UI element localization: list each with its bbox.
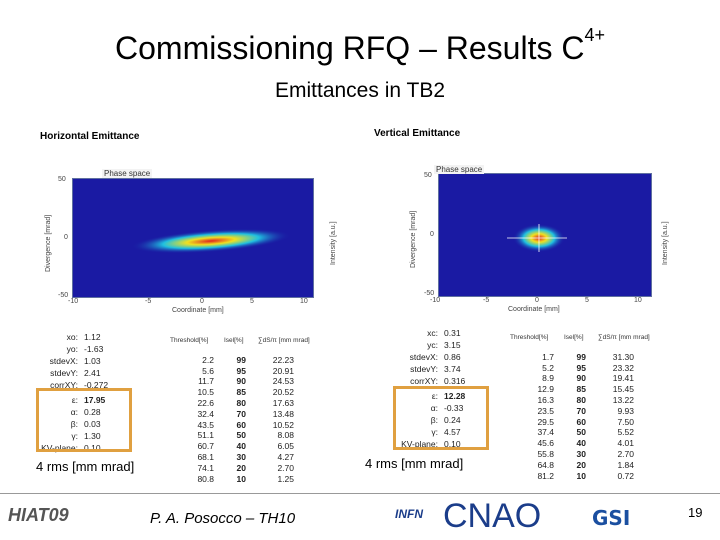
horizontal-table-row: 11.7 90 24.53: [198, 376, 294, 387]
v-ylabel: Divergence [mrad]: [410, 210, 417, 268]
vertical-emittance-title: Vertical Emittance: [374, 128, 461, 139]
horizontal-table: Threshold[%] Isel[%] ∑dS/π [mm mrad] 2.2 99…: [170, 337, 310, 484]
h-ylabel: Divergence [mrad]: [45, 214, 52, 272]
author-credit: P. A. Posocco – TH10: [150, 510, 296, 527]
horizontal-beam-heatmap: [131, 228, 291, 254]
slide-title: Commissioning RFQ – Results C4+: [115, 25, 605, 66]
h-ytick-top: 50: [58, 176, 66, 183]
vertical-table-row: 16.3 80 13.22: [537, 394, 634, 405]
vertical-table-row: 29.5 60 7.50: [537, 416, 634, 427]
vertical-table-row: 37.4 50 5.52: [537, 427, 634, 438]
v-ytick-mid: 0: [430, 231, 434, 238]
h-ytick-bottom: -50: [58, 292, 69, 299]
cnao-logo: CNAO: [443, 497, 542, 535]
v-xlabel: Coordinate [mm]: [508, 306, 560, 313]
h-xtick-1: -5: [145, 298, 152, 305]
hiat-logo: HIAT09: [8, 505, 69, 525]
v-ytick-bottom: -50: [424, 290, 435, 297]
horizontal-table-row: 80.8 10 1.25: [197, 473, 294, 484]
h-xtick-2: 0: [200, 298, 204, 305]
vertical-table-row: 45.6 40 4.01: [537, 438, 634, 449]
h-intensity-label: Intensity [a.u.]: [330, 221, 337, 265]
h-ytick-mid: 0: [64, 234, 68, 241]
v-xtick-2: 0: [535, 297, 539, 304]
v-intensity-label: Intensity [a.u.]: [662, 221, 669, 265]
horizontal-highlight-box: [36, 388, 132, 452]
v-xtick-4: 10: [634, 297, 642, 304]
horizontal-twiss: ε: 17.95 α: 0.28 β: 0.03 γ: 1.30 KV-plane: 0.…: [41, 395, 106, 453]
horizontal-rms-label: 4 rms [mm mrad]: [33, 458, 138, 475]
horizontal-table-row: 74.1 20 2.70: [197, 462, 294, 473]
h-xtick-3: 5: [250, 298, 254, 305]
vertical-table-row: 64.8 20 1.84: [537, 459, 634, 470]
v-xtick-0: -10: [430, 297, 441, 304]
horizontal-table-row: 43.5 60 10.52: [197, 419, 294, 430]
vertical-table-row: 5.2 95 23.32: [542, 362, 634, 373]
vertical-twiss: ε: 12.28 α: -0.33 β: 0.24 γ: 4.57 KV-plane: 0…: [401, 391, 466, 449]
vertical-table: Threshold[%] Isel[%] ∑dS/π [mm mrad] 1.7 99…: [510, 334, 650, 481]
vertical-rms-label: 4 rms [mm mrad]: [362, 455, 467, 472]
horizontal-plot-label: Phase space: [102, 169, 153, 178]
vertical-table-row: 23.5 70 9.93: [537, 405, 634, 416]
page-number: 19: [688, 505, 703, 520]
vertical-highlight-box: [393, 386, 489, 450]
v-xtick-1: -5: [483, 297, 490, 304]
horizontal-table-row: 51.1 50 8.08: [197, 430, 294, 441]
footer-divider: [0, 493, 720, 494]
v-ytick-top: 50: [424, 172, 432, 179]
vertical-table-row: 8.9 90 19.41: [542, 373, 634, 384]
vertical-table-row: 1.7 99 31.30: [542, 351, 634, 362]
vertical-stats: xc: 0.31 yc: 3.15 stdevX: 0.86 stdevY: 3.74 …: [409, 328, 466, 386]
horizontal-phase-space-plot: [72, 178, 314, 298]
vertical-table-row: 55.8 30 2.70: [537, 448, 634, 459]
horizontal-table-row: 60.7 40 6.05: [197, 441, 294, 452]
horizontal-table-row: 32.4 70 13.48: [197, 408, 294, 419]
v-xtick-3: 5: [585, 297, 589, 304]
infn-logo: INFN: [395, 507, 423, 521]
horizontal-stats: xo: 1.12 yo: -1.63 stdevX: 1.03 stdevY: 2.41…: [49, 332, 109, 390]
vertical-table-row: 81.2 10 0.72: [537, 470, 634, 481]
horizontal-emittance-title: Horizontal Emittance: [40, 131, 140, 142]
vertical-phase-space-plot: [438, 173, 652, 297]
horizontal-table-row: 10.5 85 20.52: [197, 387, 294, 398]
gsi-logo: GSI: [592, 506, 631, 530]
vertical-beam-heatmap: [507, 224, 567, 252]
title-superscript: 4+: [584, 25, 605, 46]
h-xtick-0: -10: [68, 298, 79, 305]
slide-subtitle: Emittances in TB2: [274, 79, 446, 102]
vertical-table-row: 12.9 85 15.45: [537, 384, 634, 395]
vertical-plot-label: Phase space: [434, 165, 485, 174]
h-xlabel: Coordinate [mm]: [172, 307, 224, 314]
horizontal-table-row: 22.6 80 17.63: [197, 397, 294, 408]
horizontal-table-row: 5.6 95 20.91: [202, 365, 294, 376]
h-xtick-4: 10: [300, 298, 308, 305]
horizontal-table-row: 2.2 99 22.23: [202, 354, 294, 365]
horizontal-table-row: 68.1 30 4.27: [197, 451, 294, 462]
